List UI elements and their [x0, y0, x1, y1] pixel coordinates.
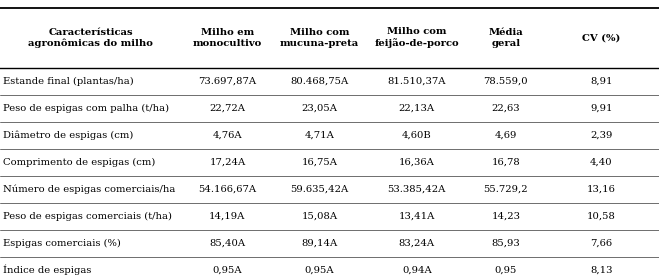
Text: Características
agronômicas do milho: Características agronômicas do milho — [28, 28, 153, 48]
Text: Diâmetro de espigas (cm): Diâmetro de espigas (cm) — [3, 130, 133, 140]
Text: Milho com
mucuna-preta: Milho com mucuna-preta — [280, 28, 359, 48]
Text: 23,05A: 23,05A — [302, 104, 337, 113]
Text: Peso de espigas com palha (t/ha): Peso de espigas com palha (t/ha) — [3, 104, 169, 113]
Text: Espigas comerciais (%): Espigas comerciais (%) — [3, 238, 121, 248]
Text: 9,91: 9,91 — [590, 104, 613, 113]
Text: 59.635,42A: 59.635,42A — [291, 185, 349, 193]
Text: 22,63: 22,63 — [492, 104, 520, 113]
Text: 15,08A: 15,08A — [302, 212, 337, 221]
Text: 85,93: 85,93 — [492, 238, 520, 248]
Text: 8,91: 8,91 — [590, 77, 613, 86]
Text: 0,95: 0,95 — [495, 266, 517, 275]
Text: 0,95A: 0,95A — [213, 266, 242, 275]
Text: 4,69: 4,69 — [495, 131, 517, 140]
Text: 16,78: 16,78 — [492, 158, 520, 167]
Text: 85,40A: 85,40A — [210, 238, 245, 248]
Text: Estande final (plantas/ha): Estande final (plantas/ha) — [3, 76, 133, 86]
Text: 78.559,0: 78.559,0 — [484, 77, 528, 86]
Text: 89,14A: 89,14A — [301, 238, 338, 248]
Text: 10,58: 10,58 — [587, 212, 616, 221]
Text: Número de espigas comerciais/ha: Número de espigas comerciais/ha — [3, 184, 175, 194]
Text: 54.166,67A: 54.166,67A — [198, 185, 256, 193]
Text: 7,66: 7,66 — [590, 238, 612, 248]
Text: Milho em
monocultivo: Milho em monocultivo — [192, 28, 262, 48]
Text: 4,60B: 4,60B — [402, 131, 432, 140]
Text: CV (%): CV (%) — [582, 33, 621, 43]
Text: 53.385,42A: 53.385,42A — [387, 185, 446, 193]
Text: Milho com
feijão-de-porco: Milho com feijão-de-porco — [374, 28, 459, 48]
Text: 2,39: 2,39 — [590, 131, 612, 140]
Text: 13,41A: 13,41A — [399, 212, 435, 221]
Text: 83,24A: 83,24A — [399, 238, 435, 248]
Text: 8,13: 8,13 — [590, 266, 613, 275]
Text: 22,13A: 22,13A — [399, 104, 435, 113]
Text: 73.697,87A: 73.697,87A — [198, 77, 256, 86]
Text: Peso de espigas comerciais (t/ha): Peso de espigas comerciais (t/ha) — [3, 211, 171, 221]
Text: 14,19A: 14,19A — [209, 212, 246, 221]
Text: 4,76A: 4,76A — [213, 131, 242, 140]
Text: 17,24A: 17,24A — [209, 158, 246, 167]
Text: 4,40: 4,40 — [590, 158, 613, 167]
Text: 81.510,37A: 81.510,37A — [387, 77, 446, 86]
Text: 0,94A: 0,94A — [402, 266, 432, 275]
Text: Índice de espigas: Índice de espigas — [3, 265, 91, 275]
Text: 14,23: 14,23 — [491, 212, 521, 221]
Text: 55.729,2: 55.729,2 — [484, 185, 528, 193]
Text: 16,75A: 16,75A — [302, 158, 337, 167]
Text: 4,71A: 4,71A — [304, 131, 335, 140]
Text: 13,16: 13,16 — [587, 185, 616, 193]
Text: 0,95A: 0,95A — [305, 266, 334, 275]
Text: 16,36A: 16,36A — [399, 158, 435, 167]
Text: 80.468,75A: 80.468,75A — [291, 77, 349, 86]
Text: 22,72A: 22,72A — [210, 104, 245, 113]
Text: Média
geral: Média geral — [488, 28, 523, 48]
Text: Comprimento de espigas (cm): Comprimento de espigas (cm) — [3, 158, 155, 167]
